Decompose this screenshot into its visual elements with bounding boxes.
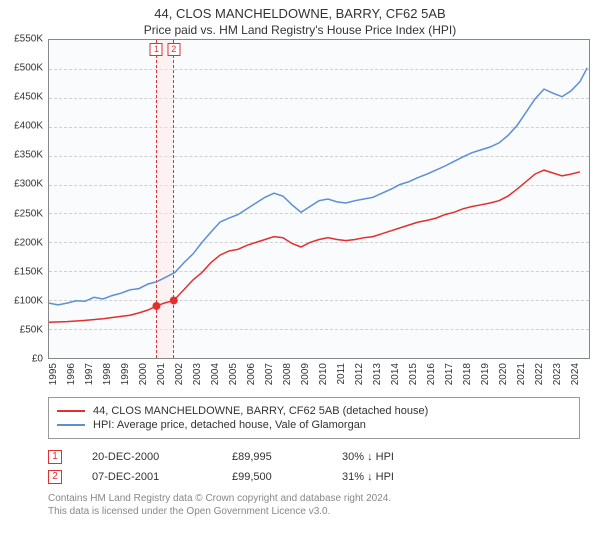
x-tick-label: 2007	[264, 363, 275, 385]
chart-title: 44, CLOS MANCHELDOWNE, BARRY, CF62 5AB	[0, 0, 600, 21]
footer-line: Contains HM Land Registry data © Crown c…	[48, 493, 580, 506]
x-tick-label: 1998	[102, 363, 113, 385]
x-tick-label: 2016	[426, 363, 437, 385]
sale-date: 20-DEC-2000	[92, 451, 202, 463]
y-tick-label: £50K	[20, 324, 43, 335]
x-tick-label: 2002	[174, 363, 185, 385]
x-tick-label: 1995	[48, 363, 59, 385]
x-tick-label: 1997	[84, 363, 95, 385]
x-tick-label: 2024	[570, 363, 581, 385]
y-tick-label: £400K	[14, 121, 43, 132]
x-tick-label: 2022	[534, 363, 545, 385]
x-tick-label: 2020	[498, 363, 509, 385]
x-tick-label: 2012	[354, 363, 365, 385]
sales-table: 1 20-DEC-2000 £89,995 30% ↓ HPI 2 07-DEC-2001…	[48, 447, 580, 487]
legend-label: HPI: Average price, detached house, Vale…	[93, 419, 366, 431]
y-tick-label: £550K	[14, 34, 43, 45]
sale-badge-on-chart: 2	[167, 43, 180, 56]
y-tick-label: £450K	[14, 92, 43, 103]
x-tick-label: 2006	[246, 363, 257, 385]
y-tick-label: £500K	[14, 63, 43, 74]
line-series-svg	[49, 40, 589, 358]
y-tick-label: £0	[32, 354, 43, 365]
x-tick-label: 2008	[282, 363, 293, 385]
sale-row: 1 20-DEC-2000 £89,995 30% ↓ HPI	[48, 447, 580, 467]
x-tick-label: 2023	[552, 363, 563, 385]
x-tick-label: 2010	[318, 363, 329, 385]
legend-row: 44, CLOS MANCHELDOWNE, BARRY, CF62 5AB (…	[57, 404, 571, 418]
y-tick-label: £150K	[14, 266, 43, 277]
x-tick-label: 1996	[66, 363, 77, 385]
sale-marker-dot	[170, 296, 178, 304]
legend-swatch	[57, 410, 85, 412]
series-hpi	[49, 68, 587, 305]
x-tick-label: 2015	[408, 363, 419, 385]
plot-area: 12	[48, 39, 590, 359]
y-tick-label: £100K	[14, 295, 43, 306]
y-axis: £0£50K£100K£150K£200K£250K£300K£350K£400…	[3, 39, 45, 359]
legend: 44, CLOS MANCHELDOWNE, BARRY, CF62 5AB (…	[48, 397, 580, 439]
y-tick-label: £350K	[14, 150, 43, 161]
sale-badge-on-chart: 1	[150, 43, 163, 56]
x-tick-label: 2011	[336, 363, 347, 385]
x-tick-label: 2018	[462, 363, 473, 385]
x-tick-label: 1999	[120, 363, 131, 385]
x-tick-label: 2005	[228, 363, 239, 385]
y-tick-label: £200K	[14, 237, 43, 248]
footer-line: This data is licensed under the Open Gov…	[48, 506, 580, 519]
sale-row: 2 07-DEC-2001 £99,500 31% ↓ HPI	[48, 467, 580, 487]
sale-badge: 2	[48, 470, 62, 484]
series-price_paid	[49, 170, 580, 322]
legend-swatch	[57, 424, 85, 426]
sale-marker-dot	[152, 302, 160, 310]
legend-label: 44, CLOS MANCHELDOWNE, BARRY, CF62 5AB (…	[93, 405, 428, 417]
legend-row: HPI: Average price, detached house, Vale…	[57, 418, 571, 432]
x-tick-label: 2013	[372, 363, 383, 385]
x-tick-label: 2009	[300, 363, 311, 385]
chart-area: £0£50K£100K£150K£200K£250K£300K£350K£400…	[48, 39, 590, 389]
sale-date: 07-DEC-2001	[92, 471, 202, 483]
x-tick-label: 2001	[156, 363, 167, 385]
chart-container: { "title": "44, CLOS MANCHELDOWNE, BARRY…	[0, 0, 600, 560]
sale-badge: 1	[48, 450, 62, 464]
x-tick-label: 2004	[210, 363, 221, 385]
x-tick-label: 2014	[390, 363, 401, 385]
chart-subtitle: Price paid vs. HM Land Registry's House …	[0, 21, 600, 39]
x-tick-label: 2003	[192, 363, 203, 385]
x-tick-label: 2000	[138, 363, 149, 385]
sale-price: £99,500	[232, 471, 312, 483]
x-tick-label: 2021	[516, 363, 527, 385]
sale-price: £89,995	[232, 451, 312, 463]
y-tick-label: £250K	[14, 208, 43, 219]
sale-diff: 30% ↓ HPI	[342, 451, 394, 463]
y-tick-label: £300K	[14, 179, 43, 190]
x-tick-label: 2017	[444, 363, 455, 385]
x-tick-label: 2019	[480, 363, 491, 385]
footer-attribution: Contains HM Land Registry data © Crown c…	[48, 493, 580, 518]
x-axis: 1995 1996 1997 1998 1999 2000 2001 2002 2003 2004…	[48, 361, 590, 389]
sale-diff: 31% ↓ HPI	[342, 471, 394, 483]
